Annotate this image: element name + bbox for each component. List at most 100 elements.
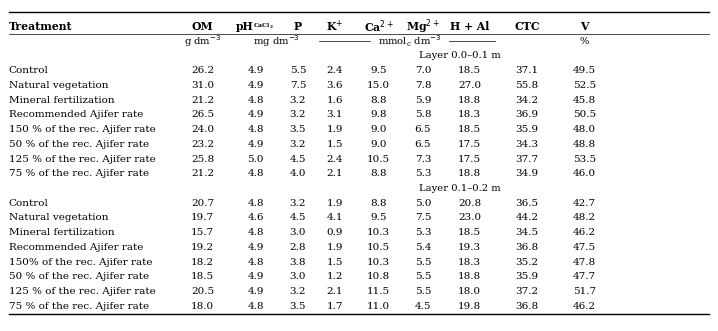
Text: 20.5: 20.5 bbox=[191, 287, 214, 296]
Text: 1.7: 1.7 bbox=[327, 302, 342, 311]
Text: Mg$^{2+}$: Mg$^{2+}$ bbox=[406, 17, 439, 36]
Text: 19.7: 19.7 bbox=[191, 213, 214, 222]
Text: 7.8: 7.8 bbox=[415, 81, 431, 90]
Text: 20.7: 20.7 bbox=[191, 199, 214, 208]
Text: 15.0: 15.0 bbox=[367, 81, 390, 90]
Text: 20.8: 20.8 bbox=[458, 199, 481, 208]
Text: 11.5: 11.5 bbox=[367, 287, 390, 296]
Text: 34.2: 34.2 bbox=[516, 96, 538, 105]
Text: 4.9: 4.9 bbox=[248, 66, 264, 75]
Text: 4.8: 4.8 bbox=[248, 96, 264, 105]
Text: 75 % of the rec. Ajifer rate: 75 % of the rec. Ajifer rate bbox=[9, 302, 149, 311]
Text: 5.5: 5.5 bbox=[415, 258, 431, 267]
Text: 46.2: 46.2 bbox=[573, 302, 596, 311]
Text: 18.2: 18.2 bbox=[191, 258, 214, 267]
Text: OM: OM bbox=[192, 21, 213, 32]
Text: 3.2: 3.2 bbox=[290, 140, 306, 149]
Text: 3.1: 3.1 bbox=[327, 110, 342, 119]
Text: 3.8: 3.8 bbox=[290, 258, 306, 267]
Text: 21.2: 21.2 bbox=[191, 96, 214, 105]
Text: 24.0: 24.0 bbox=[191, 125, 214, 134]
Text: 37.7: 37.7 bbox=[516, 155, 538, 164]
Text: 42.7: 42.7 bbox=[573, 199, 596, 208]
Text: CTC: CTC bbox=[514, 21, 540, 32]
Text: 53.5: 53.5 bbox=[573, 155, 596, 164]
Text: 19.8: 19.8 bbox=[458, 302, 481, 311]
Text: 2.1: 2.1 bbox=[327, 169, 342, 178]
Text: 5.8: 5.8 bbox=[415, 110, 431, 119]
Text: pH: pH bbox=[236, 21, 253, 32]
Text: 4.9: 4.9 bbox=[248, 140, 264, 149]
Text: 10.5: 10.5 bbox=[367, 155, 390, 164]
Text: 26.2: 26.2 bbox=[191, 66, 214, 75]
Text: 19.2: 19.2 bbox=[191, 243, 214, 252]
Text: Natural vegetation: Natural vegetation bbox=[9, 81, 108, 90]
Text: 23.2: 23.2 bbox=[191, 140, 214, 149]
Text: 19.3: 19.3 bbox=[458, 243, 481, 252]
Text: Ca$^{2+}$: Ca$^{2+}$ bbox=[363, 18, 393, 35]
Text: 8.8: 8.8 bbox=[370, 199, 386, 208]
Text: 4.1: 4.1 bbox=[327, 213, 342, 222]
Text: 18.5: 18.5 bbox=[458, 125, 481, 134]
Text: Layer 0.0–0.1 m: Layer 0.0–0.1 m bbox=[419, 51, 500, 61]
Text: 35.9: 35.9 bbox=[516, 272, 538, 281]
Text: 48.8: 48.8 bbox=[573, 140, 596, 149]
Text: 3.2: 3.2 bbox=[290, 110, 306, 119]
Text: 50 % of the rec. Ajifer rate: 50 % of the rec. Ajifer rate bbox=[9, 140, 149, 149]
Text: 37.1: 37.1 bbox=[516, 66, 538, 75]
Text: 0.9: 0.9 bbox=[327, 228, 342, 237]
Text: 6.5: 6.5 bbox=[415, 125, 431, 134]
Text: 7.3: 7.3 bbox=[415, 155, 431, 164]
Text: 1.9: 1.9 bbox=[327, 243, 342, 252]
Text: 18.3: 18.3 bbox=[458, 110, 481, 119]
Text: 18.8: 18.8 bbox=[458, 96, 481, 105]
Text: 18.3: 18.3 bbox=[458, 258, 481, 267]
Text: 75 % of the rec. Ajifer rate: 75 % of the rec. Ajifer rate bbox=[9, 169, 149, 178]
Text: 7.5: 7.5 bbox=[415, 213, 431, 222]
Text: 9.8: 9.8 bbox=[370, 110, 386, 119]
Text: Control: Control bbox=[9, 66, 49, 75]
Text: 150% of the rec. Ajifer rate: 150% of the rec. Ajifer rate bbox=[9, 258, 152, 267]
Text: 55.8: 55.8 bbox=[516, 81, 538, 90]
Text: 46.0: 46.0 bbox=[573, 169, 596, 178]
Text: 46.2: 46.2 bbox=[573, 228, 596, 237]
Text: 47.7: 47.7 bbox=[573, 272, 596, 281]
Text: 3.5: 3.5 bbox=[290, 302, 306, 311]
Text: 9.0: 9.0 bbox=[370, 140, 386, 149]
Text: 44.2: 44.2 bbox=[516, 213, 538, 222]
Text: 4.5: 4.5 bbox=[290, 213, 306, 222]
Text: 4.8: 4.8 bbox=[248, 199, 264, 208]
Text: 18.5: 18.5 bbox=[458, 66, 481, 75]
Text: 37.2: 37.2 bbox=[516, 287, 538, 296]
Text: 51.7: 51.7 bbox=[573, 287, 596, 296]
Text: P: P bbox=[294, 21, 302, 32]
Text: 5.9: 5.9 bbox=[415, 96, 431, 105]
Text: 7.0: 7.0 bbox=[415, 66, 431, 75]
Text: Mineral fertilization: Mineral fertilization bbox=[9, 228, 114, 237]
Text: 45.8: 45.8 bbox=[573, 96, 596, 105]
Text: 9.5: 9.5 bbox=[370, 66, 386, 75]
Text: 1.9: 1.9 bbox=[327, 125, 342, 134]
Text: 18.5: 18.5 bbox=[191, 272, 214, 281]
Text: 10.5: 10.5 bbox=[367, 243, 390, 252]
Text: 4.8: 4.8 bbox=[248, 258, 264, 267]
Text: 21.2: 21.2 bbox=[191, 169, 214, 178]
Text: 9.0: 9.0 bbox=[370, 125, 386, 134]
Text: 1.9: 1.9 bbox=[327, 199, 342, 208]
Text: 3.2: 3.2 bbox=[290, 287, 306, 296]
Text: 25.8: 25.8 bbox=[191, 155, 214, 164]
Text: %: % bbox=[579, 37, 589, 46]
Text: 4.9: 4.9 bbox=[248, 110, 264, 119]
Text: 4.5: 4.5 bbox=[290, 155, 306, 164]
Text: 6.5: 6.5 bbox=[415, 140, 431, 149]
Text: Treatment: Treatment bbox=[9, 21, 73, 32]
Text: 4.6: 4.6 bbox=[248, 213, 264, 222]
Text: 36.5: 36.5 bbox=[516, 199, 538, 208]
Text: Mineral fertilization: Mineral fertilization bbox=[9, 96, 114, 105]
Text: 2.4: 2.4 bbox=[327, 66, 342, 75]
Text: 4.9: 4.9 bbox=[248, 81, 264, 90]
Text: Control: Control bbox=[9, 199, 49, 208]
Text: 4.9: 4.9 bbox=[248, 272, 264, 281]
Text: 8.8: 8.8 bbox=[370, 96, 386, 105]
Text: Recommended Ajifer rate: Recommended Ajifer rate bbox=[9, 110, 143, 119]
